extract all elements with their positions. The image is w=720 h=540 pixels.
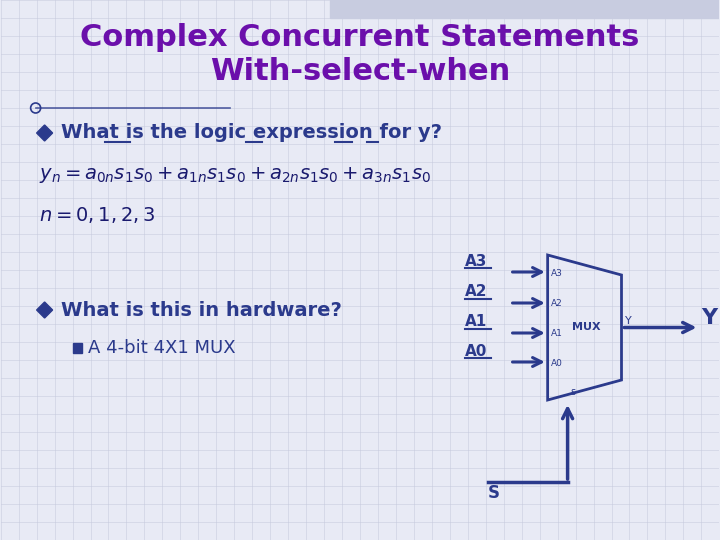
- Text: A3: A3: [465, 253, 487, 268]
- Text: A3: A3: [551, 268, 562, 278]
- Polygon shape: [37, 302, 53, 318]
- Text: $y_n = a_{0n}s_1s_0 + a_{1n}s_1s_0 + a_{2n}s_1s_0 + a_{3n}s_1s_0$: $y_n = a_{0n}s_1s_0 + a_{1n}s_1s_0 + a_{…: [39, 165, 431, 185]
- Text: S: S: [487, 484, 500, 502]
- Text: A1: A1: [465, 314, 487, 329]
- Polygon shape: [37, 125, 53, 141]
- Text: Y: Y: [624, 315, 631, 326]
- Text: Y: Y: [701, 307, 717, 327]
- Polygon shape: [73, 343, 81, 353]
- Text: What is the logic expression for y?: What is the logic expression for y?: [60, 124, 441, 143]
- Text: What is this in hardware?: What is this in hardware?: [60, 300, 341, 320]
- Text: MUX: MUX: [572, 322, 601, 333]
- Text: A2: A2: [465, 285, 487, 300]
- Text: s: s: [570, 387, 576, 397]
- Text: A 4-bit 4X1 MUX: A 4-bit 4X1 MUX: [88, 339, 235, 357]
- Text: Complex Concurrent Statements: Complex Concurrent Statements: [81, 24, 639, 52]
- Text: A0: A0: [551, 359, 562, 368]
- Text: A0: A0: [465, 343, 487, 359]
- Text: With-select-when: With-select-when: [210, 57, 510, 86]
- Bar: [330, 0, 719, 18]
- Text: $n = 0,1,2,3$: $n = 0,1,2,3$: [39, 205, 155, 225]
- Text: A2: A2: [551, 300, 562, 308]
- Text: A1: A1: [551, 329, 562, 339]
